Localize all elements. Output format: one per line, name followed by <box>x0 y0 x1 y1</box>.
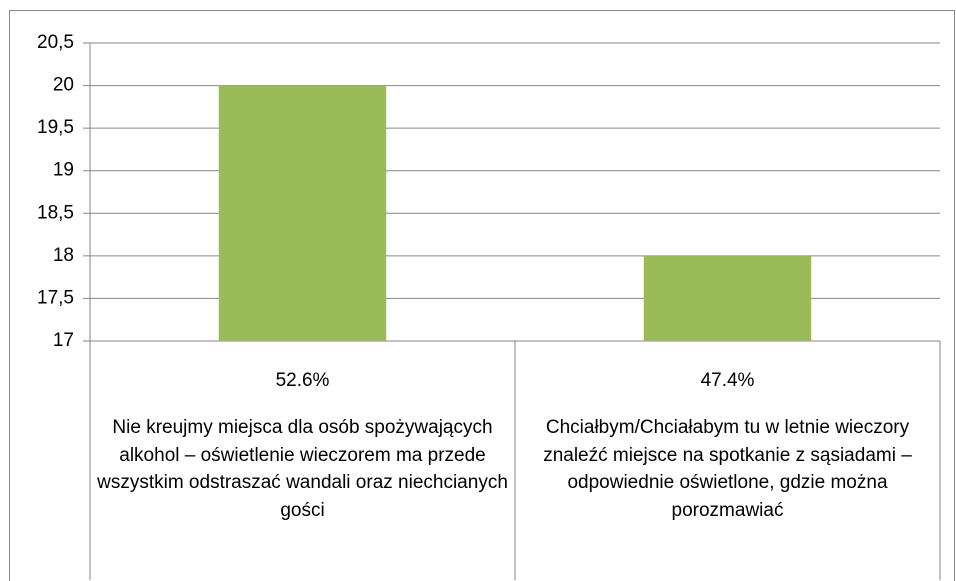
y-tick-label: 20 <box>53 75 74 96</box>
y-tick-label: 18 <box>53 245 74 266</box>
y-tick-label: 17 <box>53 330 74 351</box>
y-tick-label: 19 <box>53 160 74 181</box>
y-tick-label: 17,5 <box>37 287 74 308</box>
bar <box>643 255 812 341</box>
bar <box>218 85 387 341</box>
y-tick-label: 18,5 <box>37 202 74 223</box>
y-tick-label: 20,5 <box>37 32 74 53</box>
subcategory-label: 52.6% <box>276 370 330 391</box>
subcategory-label: 47.4% <box>701 370 755 391</box>
x-tick-label: Nie kreujmy miejsca dla osób spożywający… <box>97 417 508 521</box>
chart-border <box>9 10 955 581</box>
y-tick-label: 19,5 <box>37 117 74 138</box>
x-tick-label: Chciałbym/Chciałabym tu w letnie wieczor… <box>543 417 912 521</box>
